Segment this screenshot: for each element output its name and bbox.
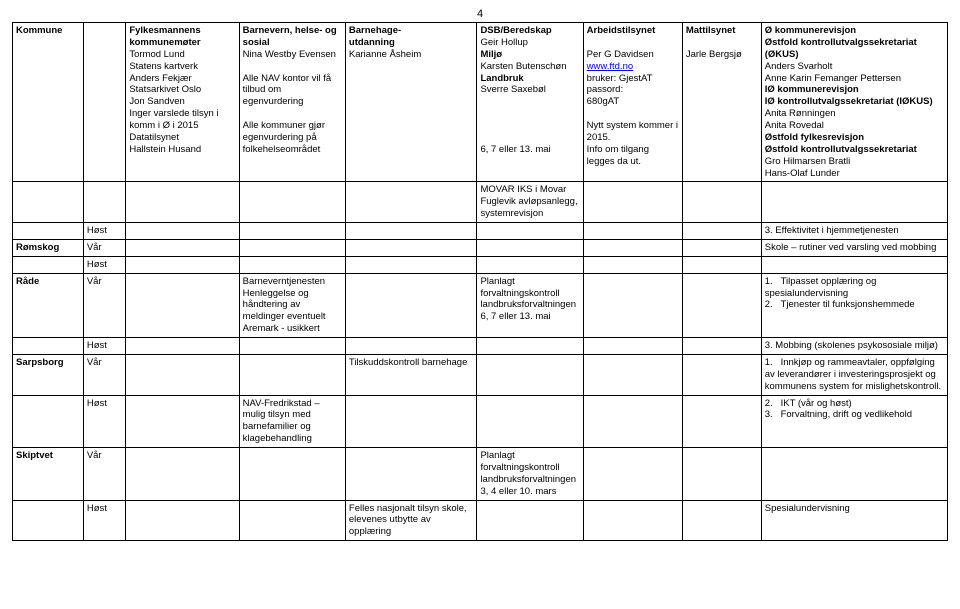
page-number: 4 — [12, 8, 948, 20]
kommune-romskog: Rømskog — [13, 239, 84, 256]
row-romskog-var: Rømskog Vår Skole – rutiner ved varsling… — [13, 239, 948, 256]
season: Høst — [83, 338, 126, 355]
cell-sarpsborg-c4: Tilskuddskontroll barnehage — [345, 354, 477, 395]
season: Vår — [83, 273, 126, 337]
row-movar: MOVAR IKS i Movar Fuglevik avløpsanlegg,… — [13, 182, 948, 223]
hdr-revisjon: Ø kommunerevisjon Østfold kontrollutvalg… — [761, 23, 947, 182]
season: Vår — [83, 239, 126, 256]
hdr-barnehage: Barnehage-utdanning Karianne Åsheim — [345, 23, 477, 182]
cell-skiptvet-c5: Planlagt forvaltningskontroll landbruksf… — [477, 448, 583, 501]
hdr-barnevern: Barnevern, helse- og sosial Nina Westby … — [239, 23, 345, 182]
season: Vår — [83, 448, 126, 501]
cell-rade-c8: 1. Tilpasset opplæring og spesialundervi… — [761, 273, 947, 337]
kommune-skiptvet: Skiptvet — [13, 448, 84, 501]
kommune-rade: Råde — [13, 273, 84, 337]
header-row: Kommune Fylkesmannens kommunemøter Tormo… — [13, 23, 948, 182]
cell-rade-host-c8: 3. Mobbing (skolenes psykososiale miljø) — [761, 338, 947, 355]
cell-sarpsborg-c8: 1. Innkjøp og rammeavtaler, oppfølging a… — [761, 354, 947, 395]
cell-rade-c3: Barneverntjenesten Henleggelse og håndte… — [239, 273, 345, 337]
oversight-table: Kommune Fylkesmannens kommunemøter Tormo… — [12, 22, 948, 541]
row-skiptvet-host: Høst Felles nasjonalt tilsyn skole, elev… — [13, 500, 948, 541]
row-sarpsborg-host: Høst NAV-Fredrikstad – mulig tilsyn med … — [13, 395, 948, 448]
row-skiptvet-var: Skiptvet Vår Planlagt forvaltningskontro… — [13, 448, 948, 501]
cell-sarpsborg-host-c3: NAV-Fredrikstad – mulig tilsyn med barne… — [239, 395, 345, 448]
hdr-mattilsyn: Mattilsynet Jarle Bergsjø — [682, 23, 761, 182]
cell-skiptvet-host-c8: Spesialundervisning — [761, 500, 947, 541]
season: Høst — [83, 395, 126, 448]
cell-movar: MOVAR IKS i Movar Fuglevik avløpsanlegg,… — [477, 182, 583, 223]
cell-romskog-c8: Skole – rutiner ved varsling ved mobbing — [761, 239, 947, 256]
season: Høst — [83, 500, 126, 541]
hdr-kommune: Kommune — [13, 23, 84, 182]
row-sarpsborg-var: Sarpsborg Vår Tilskuddskontroll barnehag… — [13, 354, 948, 395]
cell-rade-c5: Planlagt forvaltningskontroll landbruksf… — [477, 273, 583, 337]
kommune-sarpsborg: Sarpsborg — [13, 354, 84, 395]
row-romskog-host: Høst — [13, 256, 948, 273]
row-rade-host: Høst 3. Mobbing (skolenes psykososiale m… — [13, 338, 948, 355]
season: Vår — [83, 354, 126, 395]
season: Høst — [83, 223, 126, 240]
hdr-fylkes: Fylkesmannens kommunemøter Tormod LundSt… — [126, 23, 239, 182]
hdr-blank — [83, 23, 126, 182]
hdr-fylkes-body: Tormod LundStatens kartverkAnders Fekjær… — [129, 49, 218, 155]
hdr-dsb: DSB/Beredskap Geir HollupMiljøKarsten Bu… — [477, 23, 583, 182]
cell-eff: 3. Effektivitet i hjemmetjenesten — [761, 223, 947, 240]
hdr-arbeid: Arbeidstilsynet Per G Davidsenwww.ftd.no… — [583, 23, 682, 182]
season: Høst — [83, 256, 126, 273]
cell-sarpsborg-host-c8: 2. IKT (vår og høst)3. Forvaltning, drif… — [761, 395, 947, 448]
cell-skiptvet-host-c4: Felles nasjonalt tilsyn skole, elevenes … — [345, 500, 477, 541]
row-rade-var: Råde Vår Barneverntjenesten Henleggelse … — [13, 273, 948, 337]
row-host-1: Høst 3. Effektivitet i hjemmetjenesten — [13, 223, 948, 240]
